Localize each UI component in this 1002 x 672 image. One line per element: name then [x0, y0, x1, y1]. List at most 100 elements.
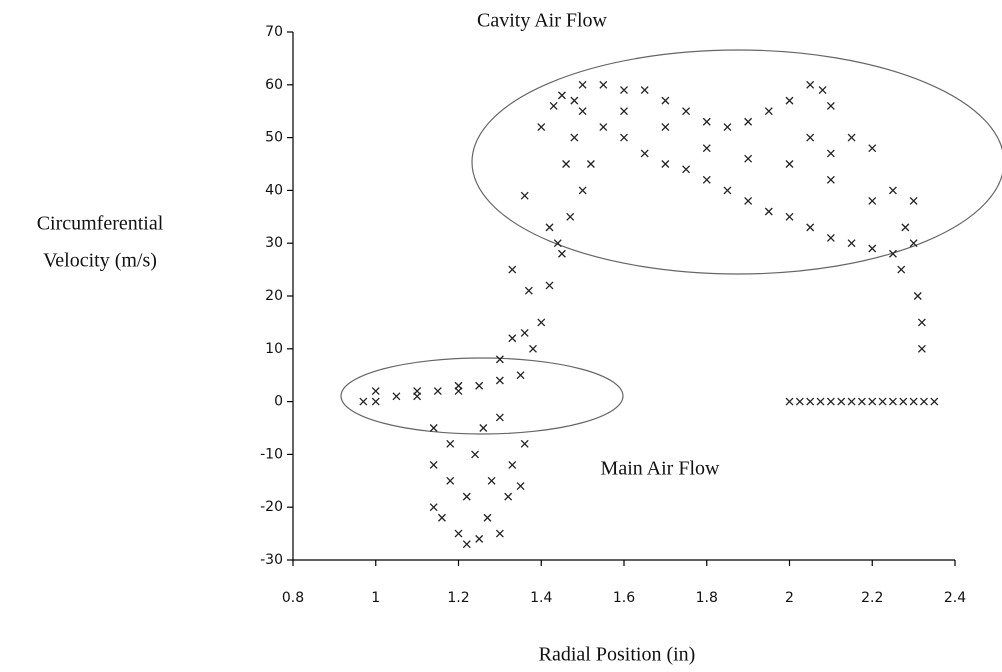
point — [868, 144, 877, 153]
point — [495, 355, 504, 364]
point — [495, 529, 504, 538]
point — [392, 392, 401, 401]
point — [413, 387, 422, 395]
x-tick-label: 1.8 — [696, 590, 718, 606]
point — [454, 381, 463, 390]
point — [909, 397, 918, 406]
point — [549, 101, 558, 110]
x-tick-label: 1.2 — [447, 590, 469, 606]
y-axis-label: Velocity (m/s) — [43, 250, 157, 272]
point — [868, 244, 877, 253]
point — [806, 397, 815, 406]
point — [847, 133, 856, 142]
point — [516, 371, 525, 380]
point — [723, 123, 732, 131]
y-tick-label: 0 — [274, 394, 283, 410]
point — [566, 212, 575, 221]
point — [479, 424, 488, 432]
point — [537, 123, 546, 131]
point — [785, 212, 794, 221]
point — [371, 397, 380, 406]
x-tick-label: 0.8 — [282, 590, 304, 606]
point — [744, 117, 753, 126]
point — [504, 492, 513, 501]
point — [599, 80, 608, 89]
point — [917, 344, 926, 353]
point — [785, 160, 794, 168]
point — [599, 123, 608, 131]
y-tick-label: 60 — [265, 77, 283, 93]
annotation: Cavity Air Flow — [477, 10, 608, 32]
point — [888, 397, 897, 406]
point — [837, 397, 846, 406]
point — [909, 197, 918, 205]
point — [888, 186, 897, 195]
x-tick-label: 1.4 — [530, 590, 552, 606]
point — [446, 476, 455, 485]
point — [520, 329, 529, 337]
point — [508, 461, 517, 469]
point — [661, 123, 670, 131]
point — [640, 149, 649, 158]
point — [359, 397, 368, 406]
point — [520, 439, 529, 448]
point — [578, 107, 587, 116]
point — [429, 424, 438, 432]
point — [371, 387, 380, 395]
point — [524, 286, 533, 295]
point — [620, 107, 628, 116]
point — [508, 265, 517, 274]
point — [806, 80, 815, 89]
point — [557, 249, 566, 258]
point — [578, 80, 587, 89]
x-tick-label: 2 — [785, 590, 794, 606]
point — [570, 96, 579, 105]
point — [682, 107, 691, 116]
point — [826, 175, 835, 184]
point — [785, 96, 794, 105]
point — [620, 86, 628, 95]
point — [462, 540, 471, 549]
y-tick-label: 20 — [265, 288, 283, 304]
point — [702, 144, 711, 153]
point — [764, 107, 773, 116]
point — [897, 265, 906, 274]
point — [920, 397, 928, 406]
point — [429, 503, 438, 512]
point — [454, 529, 463, 538]
point — [471, 450, 480, 459]
point — [826, 397, 835, 406]
point — [487, 476, 496, 485]
point — [868, 397, 877, 406]
point — [537, 318, 546, 327]
point — [702, 117, 711, 126]
point — [578, 186, 587, 195]
point — [495, 413, 504, 422]
point — [433, 387, 442, 395]
cavity-ellipse — [471, 49, 1002, 275]
point — [661, 160, 670, 168]
y-tick-label: 50 — [265, 130, 283, 146]
point — [744, 154, 753, 163]
point — [878, 397, 887, 406]
y-tick-label: 70 — [265, 24, 283, 40]
point — [557, 91, 566, 100]
point — [901, 223, 910, 232]
point — [640, 86, 649, 95]
point — [475, 534, 484, 543]
point — [516, 482, 525, 491]
point — [682, 165, 691, 174]
point — [462, 492, 471, 501]
x-tick-label: 2.4 — [944, 590, 966, 606]
point — [545, 223, 554, 232]
point — [795, 397, 804, 406]
point — [826, 101, 835, 110]
point — [806, 133, 815, 142]
point — [483, 513, 492, 522]
point — [909, 239, 918, 248]
point — [888, 249, 897, 258]
point — [553, 239, 562, 248]
point — [529, 344, 537, 353]
point — [586, 160, 595, 168]
point — [917, 318, 926, 327]
